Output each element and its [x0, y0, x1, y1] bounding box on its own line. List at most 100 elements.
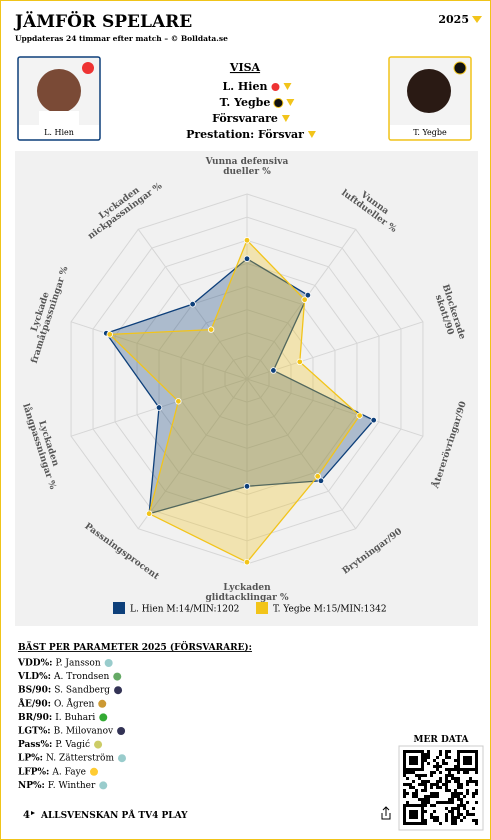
legend-label: T. Yegbe M:15/MIN:1342 [273, 605, 387, 615]
qr-module [412, 822, 415, 825]
qr-module [463, 816, 466, 819]
qr-module [472, 795, 475, 798]
qr-module [421, 768, 424, 771]
best-player: O. Ågren [54, 697, 94, 709]
subtitle: Uppdateras 24 timmar efter match – © Bol… [15, 34, 228, 43]
spoke [246, 378, 424, 437]
qr-module [403, 750, 406, 753]
qr-module [442, 801, 445, 804]
qr-module [406, 804, 409, 807]
qr-module [403, 807, 406, 810]
qr-module [421, 807, 424, 810]
qr-module [412, 795, 415, 798]
qr-module [445, 819, 448, 822]
qr-module [427, 756, 430, 759]
qr-module [421, 822, 424, 825]
qr-module [448, 801, 451, 804]
qr-module [445, 783, 448, 786]
qr-module [469, 762, 472, 765]
qr-module [415, 762, 418, 765]
qr-module [466, 813, 469, 816]
qr-module [436, 780, 439, 783]
qr-module [469, 813, 472, 816]
best-param: BR/90: [18, 713, 52, 723]
qr-module [475, 753, 478, 756]
qr-module [454, 789, 457, 792]
qr-module [457, 798, 460, 801]
qr-module [415, 756, 418, 759]
qr-module [472, 780, 475, 783]
visa-option[interactable]: Försvarare [212, 112, 278, 125]
qr-module [403, 774, 406, 777]
qr-module [457, 804, 460, 807]
qr-module [457, 777, 460, 780]
qr-module [469, 750, 472, 753]
dropdown-arrow [307, 131, 316, 138]
qr-module [403, 783, 406, 786]
legend-swatch [113, 602, 125, 614]
club-icon [113, 672, 122, 681]
qr-module [451, 801, 454, 804]
qr-module [475, 819, 478, 822]
point [314, 473, 321, 480]
qr-module [430, 786, 433, 789]
qr-module [433, 816, 436, 819]
visa-option[interactable]: Prestation: Försvar [186, 128, 304, 141]
qr-module [454, 816, 457, 819]
qr-module [454, 795, 457, 798]
qr-module [430, 816, 433, 819]
qr-module [433, 804, 436, 807]
point [296, 358, 303, 366]
qr-module [424, 804, 427, 807]
qr-module [466, 768, 469, 771]
qr-module [403, 789, 406, 792]
best-player: A. Trondsen [53, 672, 109, 682]
qr-module [427, 750, 430, 753]
qr-module [421, 783, 424, 786]
qr-module [409, 810, 412, 813]
visa-option[interactable]: L. Hien [223, 80, 268, 93]
qr-module [451, 819, 454, 822]
qr-module [427, 762, 430, 765]
share-icon[interactable] [381, 806, 391, 820]
point [155, 404, 163, 411]
qr-module [442, 759, 445, 762]
best-player: S. Sandberg [54, 686, 110, 696]
visa-option[interactable]: T. Yegbe [220, 96, 271, 109]
qr-module [424, 798, 427, 801]
season[interactable]: 2025 [438, 13, 469, 26]
qr-module [442, 762, 445, 765]
visa-title: VISA [229, 61, 261, 74]
dropdown-arrow [472, 16, 482, 23]
qr-module [463, 804, 466, 807]
name-bar [19, 125, 99, 139]
qr-module [424, 801, 427, 804]
legend-swatch [256, 602, 268, 614]
point [243, 237, 251, 244]
qr-module [460, 798, 463, 801]
club-icon [273, 98, 284, 108]
point [356, 412, 363, 419]
qr-module [475, 780, 478, 783]
qr-module [439, 780, 442, 783]
tv4-link[interactable]: ALLSVENSKAN PÅ TV4 PLAY [40, 809, 188, 821]
club-icon [99, 781, 108, 790]
qr-module [475, 801, 478, 804]
qr-module [451, 816, 454, 819]
qr-module [448, 774, 451, 777]
qr-module [436, 819, 439, 822]
qr-module [424, 774, 427, 777]
qr-module [433, 759, 436, 762]
qr-module [445, 786, 448, 789]
best-player: F. Winther [48, 781, 96, 791]
qr-module [424, 759, 427, 762]
qr-module [412, 750, 415, 753]
qr-module [424, 810, 427, 813]
qr-module [463, 768, 466, 771]
qr-module [412, 768, 415, 771]
qr-module [448, 768, 451, 771]
qr-module [421, 804, 424, 807]
qr-module [421, 765, 424, 768]
qr-module [409, 783, 412, 786]
qr-module [463, 807, 466, 810]
